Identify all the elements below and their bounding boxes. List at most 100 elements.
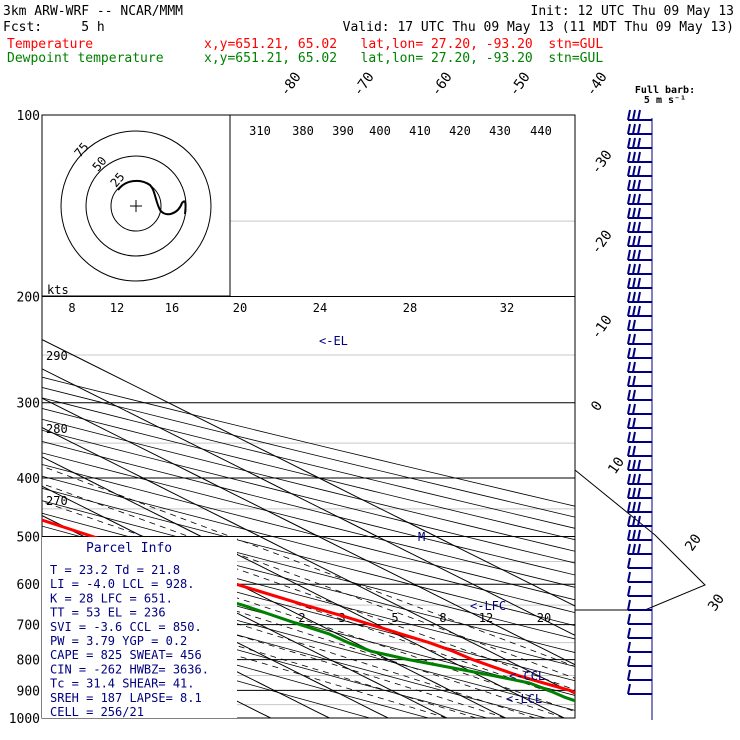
- wind-barb: [627, 627, 652, 639]
- barb-flag: [632, 473, 636, 485]
- isotherm-line: [42, 397, 575, 666]
- wind-barb: [627, 263, 652, 275]
- barb-flag: [627, 221, 631, 233]
- barb-flag: [627, 599, 631, 611]
- dry-adiabat: [42, 475, 575, 614]
- valid-time: Valid: 17 UTC Thu 09 May 13 (11 MDT Thu …: [343, 20, 734, 35]
- wind-barb: [627, 599, 652, 611]
- barb-flag: [637, 123, 641, 135]
- wind-barb: [627, 137, 652, 149]
- theta-label: 400: [369, 124, 391, 138]
- barb-flag: [637, 277, 641, 289]
- barb-note: Full barb:: [635, 85, 695, 96]
- barb-flag: [637, 193, 641, 205]
- parcel-info-row: K = 28 LFC = 651.: [50, 591, 173, 605]
- barb-flag: [627, 179, 631, 191]
- barb-flag: [632, 501, 636, 513]
- barb-flag: [627, 151, 631, 163]
- barb-flag: [627, 361, 631, 373]
- barb-flag: [627, 249, 631, 261]
- dewpoint-location: x,y=651.21, 65.02 lat,lon= 27.20, -93.20…: [204, 51, 603, 66]
- barb-flag: [632, 487, 636, 499]
- wind-barb: [627, 347, 652, 359]
- barb-flag: [632, 137, 636, 149]
- inset-mixing-label: 28: [403, 301, 417, 315]
- isotherm-label: -10: [588, 312, 616, 342]
- wind-barb: [627, 487, 652, 499]
- parcel-info-row: CIN = -262 HWBZ= 3636.: [50, 662, 209, 676]
- barb-flag: [627, 165, 631, 177]
- mixing-ratio-label: 3: [338, 611, 345, 625]
- wind-barb: [627, 403, 652, 415]
- barb-flag: [637, 179, 641, 191]
- barb-flag: [637, 207, 641, 219]
- parcel-info-row: SREH = 187 LAPSE= 8.1: [50, 691, 202, 705]
- barb-flag: [632, 389, 636, 401]
- barb-flag: [632, 333, 636, 345]
- parcel-info-row: CAPE = 825 SWEAT= 456: [50, 648, 202, 662]
- barb-flag: [632, 529, 636, 541]
- barb-flag: [627, 277, 631, 289]
- barb-flag: [627, 305, 631, 317]
- pressure-label: 100: [17, 109, 40, 124]
- wind-barb: [627, 179, 652, 191]
- barb-flag: [632, 445, 636, 457]
- wind-barb: [627, 641, 652, 653]
- dewpoint-profile: [42, 554, 575, 703]
- isotherm-label: -60: [428, 69, 456, 99]
- barb-flag: [627, 543, 631, 555]
- wind-barb: [627, 291, 652, 303]
- inset-mixing-label: 24: [313, 301, 327, 315]
- wind-barb: [627, 655, 652, 667]
- isotherm-label: -40: [583, 69, 611, 99]
- dry-adiabat: [42, 580, 546, 718]
- isotherm-line: [42, 338, 575, 607]
- hodograph-trace: [117, 179, 187, 216]
- dry-adiabat: [42, 464, 575, 601]
- dry-adiabat: [42, 452, 575, 588]
- wind-barb: [627, 543, 652, 555]
- diagram-labels: -80 -70 -60 -50 -40 -30 -20 -10 0 10 20 30 310 380 390…: [46, 69, 728, 625]
- inset-mixing-label: 12: [110, 301, 124, 315]
- barb-flag: [627, 389, 631, 401]
- barb-flag: [632, 347, 636, 359]
- barb-flag: [632, 235, 636, 247]
- wind-barb: [627, 459, 652, 471]
- theta-label: 310: [249, 124, 271, 138]
- isotherm-line: [42, 368, 575, 636]
- barb-flag: [637, 473, 641, 485]
- inset-mixing-label: 16: [165, 301, 179, 315]
- pressure-label: 900: [17, 684, 40, 699]
- isotherm-label: 10: [605, 454, 628, 477]
- barb-flag: [632, 263, 636, 275]
- parcel-info-row: Tc = 31.4 SHEAR= 41.: [50, 677, 195, 691]
- dry-adiabat: [42, 429, 575, 564]
- barb-flag: [637, 543, 641, 555]
- barb-flag: [627, 529, 631, 541]
- wind-barb: [627, 319, 652, 331]
- barb-flag: [637, 249, 641, 261]
- wind-barb: [627, 361, 652, 373]
- isotherm-line: [42, 456, 565, 718]
- barb-flag: [627, 613, 631, 625]
- hodograph-ring: [60, 130, 212, 282]
- mixing-ratio-label: 5: [391, 611, 398, 625]
- pressure-label: 200: [17, 291, 40, 306]
- pressure-label: 400: [17, 472, 40, 487]
- barb-flag: [637, 291, 641, 303]
- el-marker: <-EL: [319, 334, 348, 348]
- barb-flag: [627, 683, 631, 695]
- inset-mixing-label: 32: [500, 301, 514, 315]
- parcel-info-row: T = 23.2 Td = 21.8: [50, 563, 180, 577]
- barb-flag: [632, 109, 636, 121]
- barb-flag: [627, 291, 631, 303]
- wind-barb: [627, 529, 652, 541]
- barb-flag: [627, 137, 631, 149]
- mixing-ratio-label: 8: [439, 611, 446, 625]
- wind-barb: [627, 571, 652, 583]
- m-marker: M: [418, 530, 425, 544]
- isotherm-label: 20: [682, 531, 705, 554]
- lfc-marker: <-LFC: [470, 599, 506, 613]
- wind-barb: [627, 165, 652, 177]
